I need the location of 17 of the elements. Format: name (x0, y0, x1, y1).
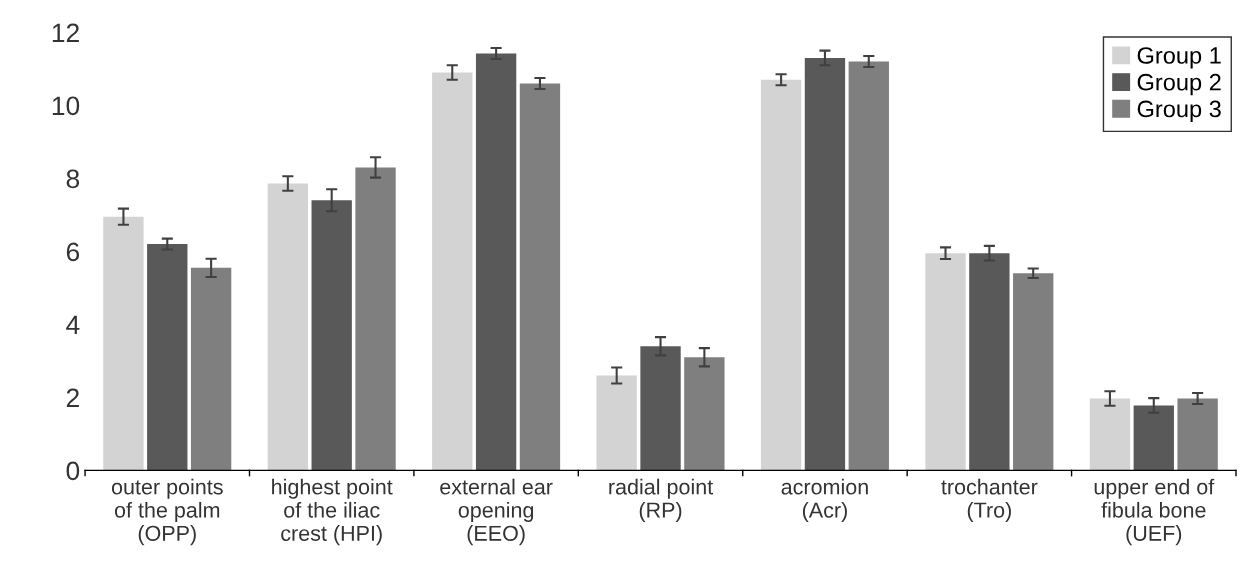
y-tick-label: 2 (66, 388, 79, 407)
y-tick-label: 12 (52, 23, 79, 42)
x-tick-label: highest point of the iliac crest (HPI) (272, 478, 393, 546)
x-tick-label: trochanter (Tro) (941, 478, 1038, 522)
x-tick-label: outer points of the palm (OPP) (111, 478, 223, 546)
legend-label: Group 1 (1137, 47, 1221, 69)
y-tick-label: 8 (66, 169, 80, 189)
y-tick-label: 4 (66, 315, 80, 334)
x-tick-label: acromion (Acr) (781, 478, 868, 522)
x-tick-label: external ear opening (EEO) (440, 478, 553, 546)
legend-label: Group 2 (1137, 73, 1221, 96)
x-tick-label: radial point (RP) (609, 478, 714, 522)
x-tick-label: upper end of fibula bone (UEF) (1094, 478, 1215, 546)
y-tick-label: 6 (66, 242, 80, 262)
y-tick-label: 0 (66, 461, 80, 481)
legend-label: Group 3 (1137, 100, 1221, 122)
y-tick-label: 10 (52, 96, 80, 116)
